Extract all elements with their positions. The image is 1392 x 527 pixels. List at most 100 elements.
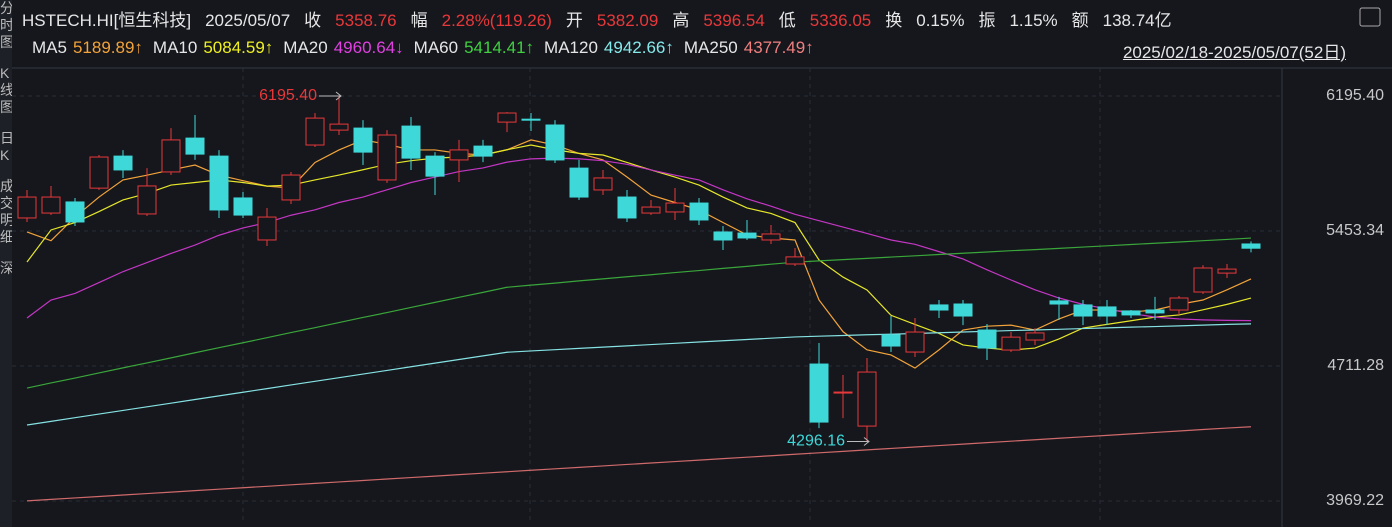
ma-value: 4942.66↑ xyxy=(603,38,674,57)
ma-name: MA10 xyxy=(152,38,198,57)
candle-body xyxy=(473,145,493,157)
candle-body xyxy=(41,196,61,214)
quote-value: 5336.05 xyxy=(809,11,872,30)
candle-body xyxy=(1049,300,1069,305)
candle-body xyxy=(977,329,997,349)
candle-body xyxy=(689,202,709,221)
candle-body xyxy=(161,139,181,173)
quote-value: 1.15% xyxy=(1009,11,1058,30)
candle-body xyxy=(425,155,445,177)
ma-line xyxy=(26,426,1252,502)
quote-header: HSTECH.HI[恒生科技] 2025/05/07 收 5358.76 幅 2.28%(… xyxy=(22,6,1186,31)
side-tab[interactable]: 成交明细 xyxy=(0,178,12,245)
candle-body xyxy=(1217,268,1237,274)
candle-body xyxy=(761,233,781,241)
side-tab[interactable]: K线图 xyxy=(0,65,12,115)
candle-body xyxy=(881,334,901,347)
quote-value: 5396.54 xyxy=(703,11,765,30)
date-range[interactable]: 2025/02/18-2025/05/07(52日) xyxy=(1122,43,1346,62)
candle-body xyxy=(1121,310,1141,316)
candle-body xyxy=(1073,304,1093,317)
candle-body xyxy=(1193,267,1213,293)
quote-value: 138.74亿 xyxy=(1102,11,1172,30)
candle-body xyxy=(521,118,541,121)
candle-body xyxy=(1097,306,1117,317)
symbol: HSTECH.HI[恒生科技] xyxy=(22,11,192,30)
candle-body xyxy=(785,256,805,265)
ma-line xyxy=(26,157,1252,322)
ma-name: MA60 xyxy=(413,38,459,57)
arrow-head xyxy=(863,437,870,446)
candle-body xyxy=(809,363,829,423)
candle-body xyxy=(593,177,613,191)
ma-line xyxy=(26,144,1252,351)
ma-name: MA5 xyxy=(32,38,67,57)
ma-name: MA120 xyxy=(544,38,598,57)
candle-body xyxy=(281,174,301,201)
annotation-label: 4296.16 xyxy=(787,433,845,450)
quote-item: 低 5336.05 xyxy=(779,11,871,30)
side-tab[interactable]: 分时图 xyxy=(0,0,12,50)
candle-body xyxy=(641,206,661,214)
candle-body xyxy=(137,185,157,215)
ma-line xyxy=(26,139,1252,369)
quote-item: 振 1.15% xyxy=(978,11,1057,30)
candle-body xyxy=(713,231,733,241)
ma-legend: MA5 5189.89↑ MA10 5084.59↑ MA20 4960.64↓ MA60 5… xyxy=(22,38,814,58)
annotation-label: 6195.40 xyxy=(259,87,317,104)
quote-label: 幅 xyxy=(410,11,428,30)
candle-body xyxy=(737,232,757,239)
candle-body xyxy=(1001,336,1021,351)
candle-body xyxy=(569,167,589,198)
candle-body xyxy=(1025,332,1045,341)
candle-body xyxy=(233,197,253,216)
quote-value: 2.28%(119.26) xyxy=(441,11,552,30)
quote-item: 收 5358.76 xyxy=(304,11,396,30)
candle-body xyxy=(665,202,685,213)
candle-body xyxy=(209,155,229,211)
quote-label: 低 xyxy=(778,11,796,30)
candle-body xyxy=(905,331,925,353)
quote-value: 5358.76 xyxy=(335,11,397,30)
candle-body xyxy=(449,149,469,161)
quote-label: 高 xyxy=(672,11,690,30)
quote-label: 额 xyxy=(1071,11,1089,30)
candle-body xyxy=(497,112,517,123)
quote-label: 收 xyxy=(304,11,322,30)
quote-value: 0.15% xyxy=(916,11,965,30)
y-tick-label: 5453.34 xyxy=(1326,222,1384,239)
candle-body xyxy=(857,371,877,427)
candle-body xyxy=(353,127,373,153)
y-tick-label: 3969.22 xyxy=(1326,492,1384,509)
ma-name: MA20 xyxy=(283,38,328,57)
ma-value: 5414.41↑ xyxy=(464,38,535,57)
ma-line xyxy=(26,323,1252,426)
candle-body xyxy=(953,303,973,317)
ma-value: 5084.59↑ xyxy=(203,38,274,57)
candle-body xyxy=(113,155,133,171)
sidebar: 分时图 K线图日K 成交明细深 xyxy=(0,0,12,527)
quote-label: 换 xyxy=(885,11,903,30)
ma-value: 5189.89↑ xyxy=(72,38,143,57)
y-tick-label: 6195.40 xyxy=(1326,87,1384,104)
ma-value: 4377.49↑ xyxy=(743,38,814,57)
candle-body xyxy=(1241,243,1261,249)
candle-body xyxy=(929,304,949,311)
quote-value: 5382.09 xyxy=(596,11,659,30)
side-tab[interactable]: 深 xyxy=(0,260,12,276)
ma-line xyxy=(26,237,1252,389)
candle-body xyxy=(185,137,205,155)
candle-body xyxy=(329,123,349,131)
candle-body xyxy=(1145,309,1165,314)
candle-body xyxy=(257,216,277,241)
quote-item: 额 138.74亿 xyxy=(1072,11,1172,30)
candle-body xyxy=(1169,297,1189,311)
ma-name: MA250 xyxy=(683,38,738,57)
candle-body xyxy=(377,134,397,181)
quote-item: 换 0.15% xyxy=(885,11,964,30)
candle-body xyxy=(545,124,565,161)
quote-label: 振 xyxy=(978,11,996,30)
candle-body xyxy=(617,196,637,219)
side-tab[interactable]: 日K xyxy=(0,130,12,163)
